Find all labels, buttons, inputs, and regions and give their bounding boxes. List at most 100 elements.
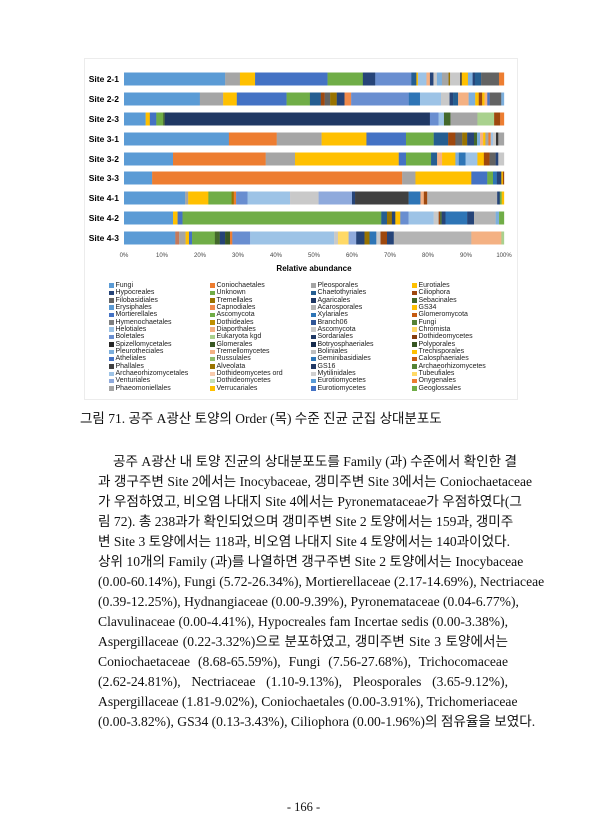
legend-label: Verrucariales — [216, 384, 258, 392]
bar-segment — [386, 231, 394, 245]
legend-item: Trechisporales — [412, 348, 512, 355]
bar-segment — [309, 92, 321, 106]
bar-segment — [433, 72, 438, 86]
legend-item: Eurotiomycetes — [311, 377, 412, 384]
legend-swatch — [109, 312, 114, 318]
bar-segment — [124, 152, 174, 166]
bar-segment — [236, 92, 287, 106]
legend-swatch — [210, 371, 215, 377]
bar-segment — [438, 112, 445, 126]
legend-label: Hypocreales — [115, 289, 155, 297]
legend-swatch — [109, 356, 114, 362]
bar-segment — [324, 92, 331, 106]
legend-item: Phaeomoniellales — [109, 385, 210, 392]
bar-segment — [417, 72, 427, 86]
x-tick-label: 100% — [496, 253, 512, 259]
bar-segment — [188, 191, 209, 205]
legend-label: Eukaryota kgd — [216, 333, 262, 341]
x-tick-label: 0% — [120, 253, 129, 259]
legend-swatch — [311, 283, 316, 288]
legend-label: Pleurotheciales — [115, 348, 164, 356]
bar-segment — [423, 191, 428, 205]
legend-item: Archaeorhizomycetes — [412, 363, 512, 370]
bar-segment — [411, 72, 417, 86]
bar-segment — [489, 92, 502, 106]
bar-segment — [175, 231, 180, 245]
x-tick-label: 50% — [308, 253, 321, 259]
bar-segment — [455, 132, 463, 146]
bar-segment — [494, 112, 501, 126]
text-line: 상위 10개의 Family (과)를 나열하면 갱구주변 Site 2 토양에… — [98, 554, 524, 569]
legend-swatch — [109, 386, 114, 391]
legend-swatch — [210, 305, 215, 310]
bar-segment — [369, 231, 377, 245]
legend-item: Hypocreales — [109, 289, 210, 296]
chart-figure: Site 2-1 Site 2-2 Site 2-3 Site 3-1 Site 3-2… — [84, 58, 518, 400]
legend-swatch — [109, 342, 114, 347]
bar-segment — [366, 132, 407, 146]
bar-segment — [327, 72, 364, 86]
legend-item: Glomerales — [210, 341, 311, 348]
bar-segment — [440, 92, 450, 106]
bar-segment — [236, 191, 248, 205]
legend-label: Trechisporales — [418, 348, 465, 356]
text-line: (0.00-3.82%), GS34 (0.13-3.43%), Cilioph… — [98, 714, 536, 729]
bar-segment — [441, 72, 449, 86]
bar-segment — [429, 72, 434, 86]
bar-segment — [499, 211, 505, 225]
legend-label: Calosphaeriales — [418, 355, 469, 363]
legend-swatch — [109, 298, 114, 303]
bar-segment — [124, 132, 230, 146]
legend-swatch — [412, 283, 417, 288]
bar-segment — [490, 132, 494, 146]
legend-item: Erysiphales — [109, 304, 210, 311]
figure-caption: 그림 71. 공주 A광산 토양의 Order (목) 수준 진균 군집 상대분… — [80, 411, 442, 426]
legend-label: Pleosporales — [317, 282, 358, 289]
bar-segment — [239, 72, 256, 86]
bar-segment — [448, 72, 451, 86]
legend-item: GS16 — [311, 363, 412, 370]
site-label: Site 4-1 — [89, 193, 120, 203]
legend-label: Erysiphales — [115, 304, 152, 312]
text-line: Aspergillaceae (1.81-9.02%), Coniochaeta… — [98, 694, 518, 709]
legend-swatch — [412, 334, 417, 340]
legend-label: Xylariales — [317, 311, 348, 319]
legend-swatch — [210, 378, 215, 384]
bar-segment — [320, 92, 325, 106]
legend-swatch — [210, 349, 215, 355]
bar-segment — [483, 152, 490, 166]
bar-segment — [250, 231, 335, 245]
legend-item: Calosphaeriales — [412, 355, 512, 362]
bar-segment — [290, 191, 319, 205]
legend-swatch — [210, 283, 215, 288]
bar-segment — [438, 211, 441, 225]
bar-segment — [498, 132, 505, 146]
legend-label: Glomeromycota — [418, 311, 468, 319]
legend-label: Capnodiales — [216, 304, 256, 312]
bar-segment — [501, 171, 504, 185]
legend-swatch — [311, 312, 316, 318]
text-line: 공주 A광산 내 토양 진균의 상대분포도를 Family (과) 수준에서 확… — [113, 454, 518, 469]
x-tick-label: 10% — [156, 253, 169, 259]
bar-segment — [467, 132, 475, 146]
bar-segment — [124, 211, 174, 225]
legend-label: Boletales — [115, 333, 145, 341]
bar-segment — [408, 92, 421, 106]
legend-label: Tremellomycetes — [216, 348, 270, 356]
legend-label: Phaeomoniellales — [115, 384, 171, 392]
bar-segment — [395, 211, 401, 225]
text-line: Aspergillaceae (0.22-3.32%)으로 분포하였고, 갱미주… — [98, 634, 508, 649]
bar-segment — [405, 152, 432, 166]
bar-segment — [443, 112, 451, 126]
legend-swatch — [109, 305, 114, 310]
bar-segment — [231, 191, 234, 205]
legend-item: Sebacinales — [412, 297, 512, 304]
bar-segment — [487, 92, 490, 106]
legend-item: Unknown — [210, 289, 311, 296]
legend-label: Coniochaetales — [216, 282, 265, 289]
bar-segment — [321, 132, 367, 146]
legend-item: Chaetothyriales — [311, 289, 412, 296]
bar-segment — [405, 132, 434, 146]
text-line: (2.62-24.81%), Nectriaceae (1.10-9.13%),… — [98, 674, 508, 689]
bar-segment — [375, 72, 412, 86]
